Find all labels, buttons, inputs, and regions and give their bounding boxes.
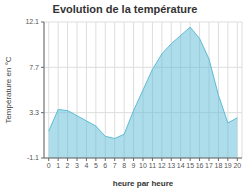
svg-text:2: 2 (66, 162, 70, 169)
svg-text:10: 10 (139, 162, 147, 169)
svg-text:3: 3 (75, 162, 79, 169)
svg-text:12.1: 12.1 (25, 18, 39, 25)
svg-text:19: 19 (224, 162, 232, 169)
svg-text:0: 0 (47, 162, 51, 169)
svg-text:Température en °C: Température en °C (8, 56, 13, 123)
svg-text:1: 1 (56, 162, 60, 169)
svg-text:17: 17 (205, 162, 213, 169)
svg-text:12: 12 (158, 162, 166, 169)
svg-text:8: 8 (122, 162, 126, 169)
svg-text:4: 4 (84, 162, 88, 169)
svg-text:11: 11 (149, 162, 156, 169)
svg-text:18: 18 (215, 162, 223, 169)
svg-text:7: 7 (113, 162, 117, 169)
svg-text:13: 13 (167, 162, 175, 169)
svg-text:16: 16 (196, 162, 204, 169)
svg-text:7.7: 7.7 (29, 64, 39, 71)
svg-text:5: 5 (94, 162, 98, 169)
html-text:Evolution de la température: Evolution de la température (52, 3, 198, 15)
svg-text:14: 14 (177, 162, 185, 169)
svg-text:9: 9 (132, 162, 136, 169)
svg-text:20: 20 (233, 162, 241, 169)
svg-text:-1.1: -1.1 (27, 154, 39, 161)
svg-text:15: 15 (186, 162, 194, 169)
svg-text:3.3: 3.3 (29, 109, 39, 116)
svg-text:heure par heure: heure par heure (113, 179, 174, 188)
svg-text:6: 6 (103, 162, 107, 169)
